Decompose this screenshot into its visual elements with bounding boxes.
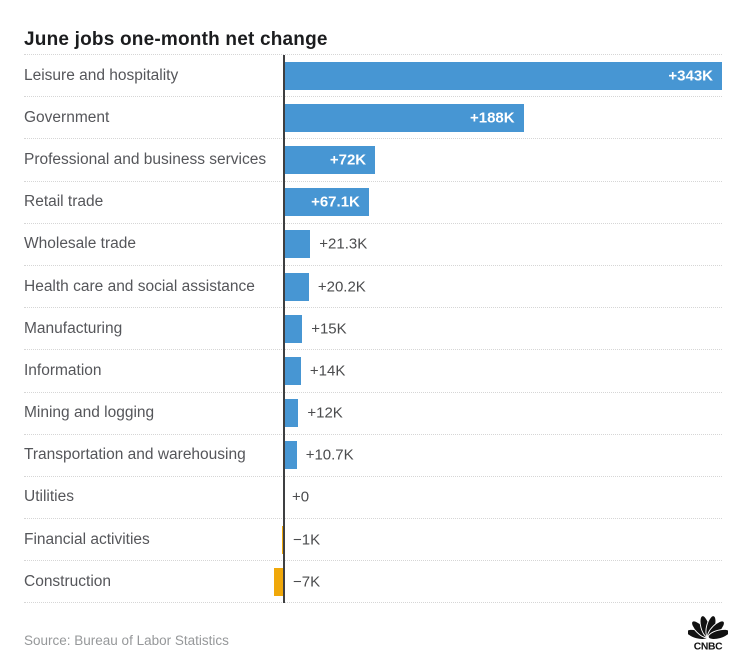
- category-label: Financial activities: [24, 530, 150, 548]
- category-label: Professional and business services: [24, 150, 267, 168]
- chart-row: Leisure and hospitality +343K: [24, 55, 722, 98]
- chart-row: Wholesale trade +21.3K: [24, 224, 722, 266]
- value-label: +14K: [309, 362, 346, 380]
- category-label: Manufacturing: [24, 319, 123, 337]
- positive-bar: [283, 441, 297, 470]
- category-label: Information: [24, 361, 102, 379]
- chart-row: Transportation and warehousing +10.7K: [24, 435, 722, 477]
- chart-row: Professional and business services +72K: [24, 139, 722, 182]
- positive-bar: +72K: [283, 145, 376, 174]
- chart-row: Information +14K: [24, 350, 722, 393]
- positive-bar: +188K: [283, 103, 524, 132]
- value-label: +12K: [307, 404, 343, 422]
- category-label: Transportation and warehousing: [24, 446, 246, 464]
- category-label: Health care and social assistance: [24, 277, 255, 295]
- value-label: −7K: [293, 573, 321, 591]
- positive-bar: [283, 314, 303, 343]
- value-label: +67.1K: [311, 193, 360, 211]
- chart-row: Mining and logging +12K: [24, 393, 722, 435]
- category-label: Mining and logging: [24, 404, 155, 422]
- value-label: +343K: [668, 67, 713, 85]
- source-note: Source: Bureau of Labor Statistics: [24, 633, 229, 648]
- cnbc-logo-text: CNBC: [694, 641, 723, 652]
- chart-row: Manufacturing +15K: [24, 308, 722, 351]
- chart-rows: Leisure and hospitality +343K Government +1…: [24, 55, 722, 604]
- chart-row: Utilities +0: [24, 477, 722, 520]
- negative-bar: [274, 567, 283, 596]
- chart-row: Construction −7K: [24, 561, 722, 604]
- positive-bar: +343K: [283, 61, 722, 90]
- positive-bar: +67.1K: [283, 188, 369, 217]
- value-label: +0: [292, 488, 310, 506]
- category-label: Wholesale trade: [24, 235, 137, 253]
- zero-baseline-axis: [283, 55, 285, 604]
- category-label: Construction: [24, 572, 112, 590]
- peacock-icon: [688, 615, 728, 640]
- chart-row: Retail trade +67.1K: [24, 182, 722, 224]
- value-label: +15K: [311, 320, 347, 338]
- positive-bar: [283, 230, 311, 259]
- positive-bar: [283, 272, 309, 301]
- value-label: +21.3K: [319, 235, 368, 253]
- value-label: +20.2K: [317, 278, 366, 296]
- value-label: +72K: [329, 151, 367, 169]
- chart-row: Financial activities −1K: [24, 519, 722, 562]
- value-label: +10.7K: [305, 446, 354, 464]
- positive-bar: [283, 399, 299, 428]
- positive-bar: [283, 356, 301, 385]
- category-label: Utilities: [24, 488, 74, 506]
- category-label: Leisure and hospitality: [24, 66, 179, 84]
- negative-bar: [281, 525, 283, 554]
- bar-chart: Leisure and hospitality +343K Government +1…: [24, 54, 722, 604]
- chart-title: June jobs one-month net change: [24, 28, 328, 50]
- value-label: −1K: [293, 531, 321, 549]
- chart-row: Health care and social assistance +20.2K: [24, 266, 722, 309]
- category-label: Government: [24, 108, 110, 126]
- cnbc-logo: CNBC: [688, 615, 728, 652]
- category-label: Retail trade: [24, 193, 104, 211]
- chart-row: Government +188K: [24, 97, 722, 140]
- value-label: +188K: [469, 109, 515, 127]
